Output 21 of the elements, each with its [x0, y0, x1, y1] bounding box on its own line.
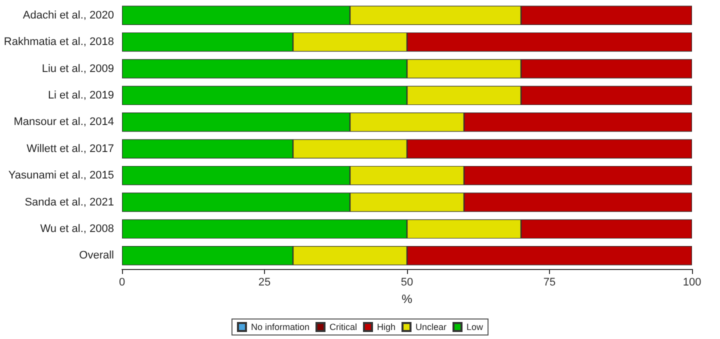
x-tick-label: 0: [118, 276, 126, 288]
legend-label: Low: [466, 322, 484, 332]
y-tick-label: Overall: [79, 250, 114, 262]
legend-label: Critical: [329, 322, 358, 332]
legend-label: High: [377, 322, 396, 332]
y-tick-label: Sanda et al., 2021: [24, 196, 114, 208]
y-tick-label: Li et al., 2019: [48, 89, 114, 102]
x-tick-label: 25: [258, 276, 271, 288]
y-tick-label: Liu et al., 2009: [42, 62, 114, 75]
y-tick-label: Willett et al., 2017: [26, 142, 114, 155]
y-tick-label: Rakhmatia et al., 2018: [4, 36, 114, 48]
legend-label: Unclear: [416, 322, 447, 332]
y-tick-label: Adachi et al., 2020: [22, 9, 114, 22]
x-tick-label: 50: [400, 276, 414, 288]
x-axis-title: %: [402, 292, 413, 306]
x-tick-label: 100: [682, 276, 702, 288]
x-tick-label: 75: [543, 276, 556, 288]
y-tick-label: Wu et al., 2008: [40, 222, 114, 235]
y-tick-label: Mansour et al., 2014: [14, 116, 114, 128]
y-tick-label: Yasunami et al., 2015: [8, 170, 114, 182]
legend-label: No information: [250, 322, 310, 332]
